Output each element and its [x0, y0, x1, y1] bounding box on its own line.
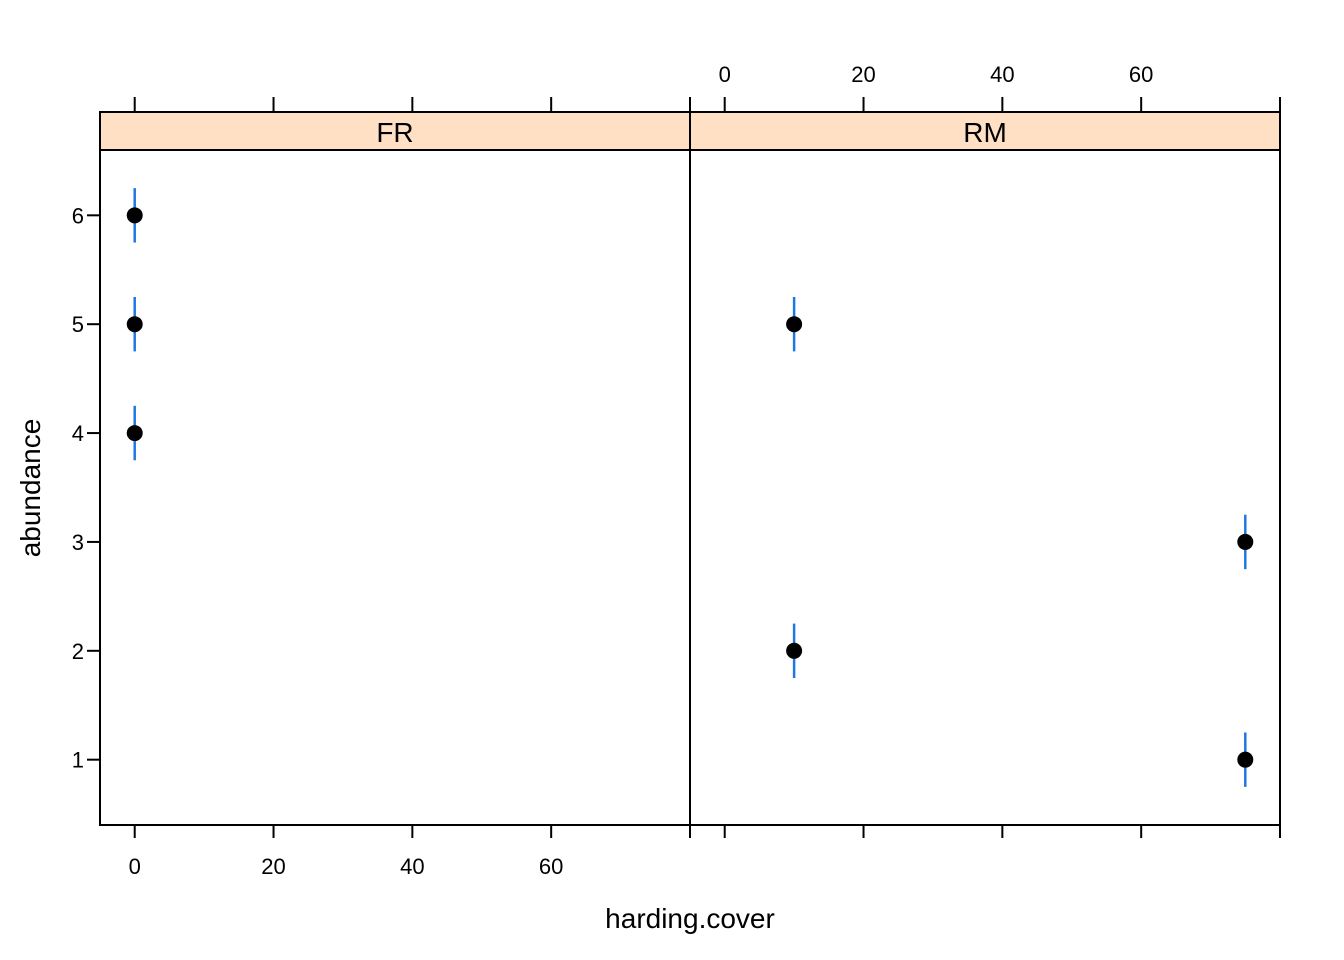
- x-tick-label: 20: [261, 854, 285, 879]
- x-tick-label: 40: [990, 62, 1014, 87]
- x-tick-label: 40: [400, 854, 424, 879]
- x-tick-label: 20: [851, 62, 875, 87]
- y-tick-label: 1: [72, 748, 84, 773]
- data-point: [126, 207, 143, 224]
- strip-label: RM: [963, 117, 1007, 148]
- data-point: [1237, 751, 1254, 768]
- strip-rm: [689, 111, 1281, 151]
- y-tick-label: 3: [72, 530, 84, 555]
- y-tick-label: 5: [72, 312, 84, 337]
- x-tick-label: 0: [719, 62, 731, 87]
- data-point: [126, 425, 143, 442]
- plot-layer: FR 0 20 40 60 1 2 3 4 5 6 RM 0 20 40 60: [72, 62, 1281, 879]
- data-point: [1237, 533, 1254, 550]
- y-tick-label: 2: [72, 639, 84, 664]
- panel-fr: FR 0 20 40 60 1 2 3 4 5 6: [72, 97, 691, 879]
- x-tick-label: 0: [129, 854, 141, 879]
- panel-rm: RM 0 20 40 60: [689, 62, 1281, 838]
- x-tick-label: 60: [539, 854, 563, 879]
- x-axis-title: harding.cover: [605, 903, 775, 934]
- y-axis-title: abundance: [15, 419, 46, 558]
- strip-label: FR: [376, 117, 413, 148]
- panel-box: [689, 149, 1281, 826]
- x-tick-label: 60: [1129, 62, 1153, 87]
- data-point: [786, 316, 803, 333]
- data-point: [126, 316, 143, 333]
- data-point: [786, 642, 803, 659]
- y-tick-label: 6: [72, 203, 84, 228]
- strip-fr: [99, 111, 691, 151]
- y-tick-label: 4: [72, 421, 84, 446]
- panel-box: [99, 149, 691, 826]
